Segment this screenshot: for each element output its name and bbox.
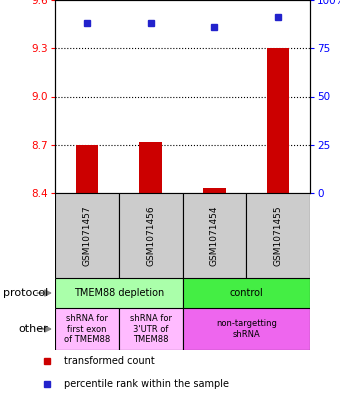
Text: transformed count: transformed count [64,356,155,366]
Text: GSM1071457: GSM1071457 [82,205,91,266]
Bar [55,308,119,350]
Text: TMEM88 depletion: TMEM88 depletion [74,288,164,298]
Text: percentile rank within the sample: percentile rank within the sample [64,378,229,389]
Bar [119,308,183,350]
Bar [246,193,310,278]
Text: shRNA for
3'UTR of
TMEM88: shRNA for 3'UTR of TMEM88 [130,314,172,344]
Bar [267,48,289,193]
Bar [183,308,310,350]
Text: GSM1071454: GSM1071454 [210,205,219,266]
Bar [203,188,225,193]
Text: GSM1071455: GSM1071455 [274,205,283,266]
Text: protocol: protocol [3,288,48,298]
Bar [55,193,119,278]
Bar [139,141,162,193]
Text: GSM1071456: GSM1071456 [146,205,155,266]
Bar [55,278,183,308]
Text: shRNA for
first exon
of TMEM88: shRNA for first exon of TMEM88 [64,314,110,344]
Bar [76,145,98,193]
Text: non-targetting
shRNA: non-targetting shRNA [216,319,277,339]
Text: control: control [230,288,263,298]
Bar [183,193,246,278]
Bar [183,278,310,308]
Text: other: other [18,324,48,334]
Bar [119,193,183,278]
